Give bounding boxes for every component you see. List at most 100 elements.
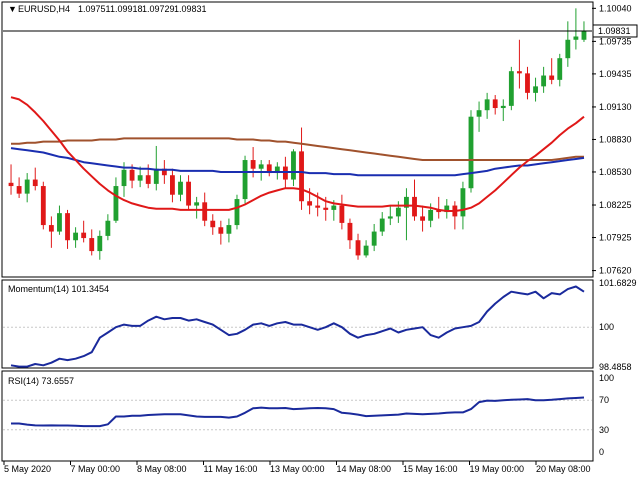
candle-body [113, 186, 119, 221]
time-tick-label: 11 May 16:00 [204, 464, 258, 474]
candle-body [129, 169, 135, 181]
ohlc-close: 1.09831 [174, 4, 207, 14]
candle-body [460, 188, 466, 217]
candle-body [218, 227, 224, 234]
candle-body [234, 199, 240, 226]
candle-body [161, 168, 167, 176]
candle-body [541, 75, 547, 87]
candle-body [508, 71, 514, 106]
candle-body [24, 179, 30, 194]
price-tick-label: 1.09435 [599, 69, 632, 79]
axes: 1.10040 1.09735 1.09435 1.09130 1.08830 1.085… [3, 3, 638, 474]
rsi-panel-frame [1, 370, 594, 462]
moving-average-mid [10, 147, 585, 177]
candle-body [516, 71, 522, 74]
price-tick-label: 1.09130 [599, 102, 632, 112]
rsi-tick-label: 30 [599, 425, 609, 435]
candle-body [65, 213, 70, 241]
rsi-line [11, 396, 585, 428]
time-tick-label: 20 May 08:00 [536, 464, 591, 474]
momentum-panel-frame [1, 279, 594, 369]
price-tick-label: 1.07925 [599, 233, 632, 243]
momentum-tick-label: 101.6829 [599, 278, 637, 288]
current-price-value: 1.09831 [598, 26, 631, 36]
candle-body [194, 202, 200, 206]
ohlc-high: 1.09918 [110, 4, 143, 14]
candle-body [444, 205, 450, 213]
candle-body [500, 105, 506, 109]
candle-body [57, 213, 62, 232]
candle-body [105, 220, 111, 236]
candle-body [32, 179, 38, 187]
candle-body [210, 220, 216, 228]
candle-body [145, 175, 151, 184]
candle-body [48, 225, 54, 232]
momentum-plot [3, 285, 592, 368]
candle-body [420, 216, 425, 221]
candle-body [40, 186, 46, 226]
candle-body [299, 151, 304, 202]
candle-body [258, 164, 264, 169]
momentum-line [10, 285, 585, 368]
price-tick-label: 1.08830 [599, 134, 632, 144]
candle-body [170, 175, 175, 195]
candle-body [282, 166, 288, 180]
candle-body [557, 58, 563, 80]
candle-body [121, 169, 127, 187]
candle-body [97, 235, 103, 252]
momentum-label: Momentum(14) 101.3454 [8, 284, 109, 294]
price-tick-label: 1.08530 [599, 167, 632, 177]
candle-body [250, 160, 256, 169]
candle-body [581, 31, 587, 40]
candle-body [573, 36, 579, 40]
candle-body [153, 168, 159, 184]
candle-body [492, 99, 498, 109]
candle-body [242, 160, 248, 200]
candle-body [428, 209, 434, 221]
candle-body [137, 175, 143, 181]
candle-body [355, 240, 361, 256]
rsi-label: RSI(14) 73.6557 [8, 376, 74, 386]
moving-average-slow [11, 137, 584, 161]
time-tick-label: 13 May 00:00 [270, 464, 325, 474]
candle-body [291, 151, 296, 180]
candle-body [395, 207, 401, 217]
price-tick-label: 1.07620 [599, 266, 632, 276]
rsi-tick-label: 70 [599, 395, 609, 405]
rsi-plot [3, 396, 592, 431]
symbol-dropdown-icon[interactable]: ▼ [8, 4, 17, 14]
candle-body [565, 39, 571, 59]
candle-body [533, 86, 538, 93]
time-tick-label: 19 May 00:00 [470, 464, 525, 474]
candle-body [178, 181, 183, 195]
price-plot [3, 8, 592, 260]
candle-body [549, 75, 555, 80]
candle-body [274, 166, 280, 174]
candle-body [468, 116, 474, 189]
ohlc-low: 1.09729 [142, 4, 175, 14]
momentum-tick-label: 98.4858 [599, 362, 632, 372]
candle-body [387, 216, 393, 219]
time-tick-label: 14 May 08:00 [337, 464, 392, 474]
symbol-timeframe: EURUSD,H4 [18, 4, 70, 14]
candle-body [347, 222, 353, 241]
candle-body [339, 205, 345, 223]
candle-body [16, 186, 22, 194]
candle-body [363, 245, 369, 256]
candle-body [484, 99, 490, 111]
candle-body [331, 205, 337, 210]
time-tick-label: 7 May 00:00 [71, 464, 121, 474]
candle-body [476, 110, 482, 117]
moving-average-fast [10, 96, 585, 212]
current-price-tag [592, 24, 638, 38]
candle-body [379, 218, 385, 232]
time-tick-label: 5 May 2020 [4, 464, 51, 474]
candle-body [412, 196, 417, 217]
rsi-tick-label: 0 [599, 447, 604, 457]
time-tick-label: 8 May 08:00 [137, 464, 187, 474]
candle-body [315, 205, 321, 208]
candle-body [371, 231, 377, 246]
time-tick-label: 15 May 16:00 [403, 464, 458, 474]
